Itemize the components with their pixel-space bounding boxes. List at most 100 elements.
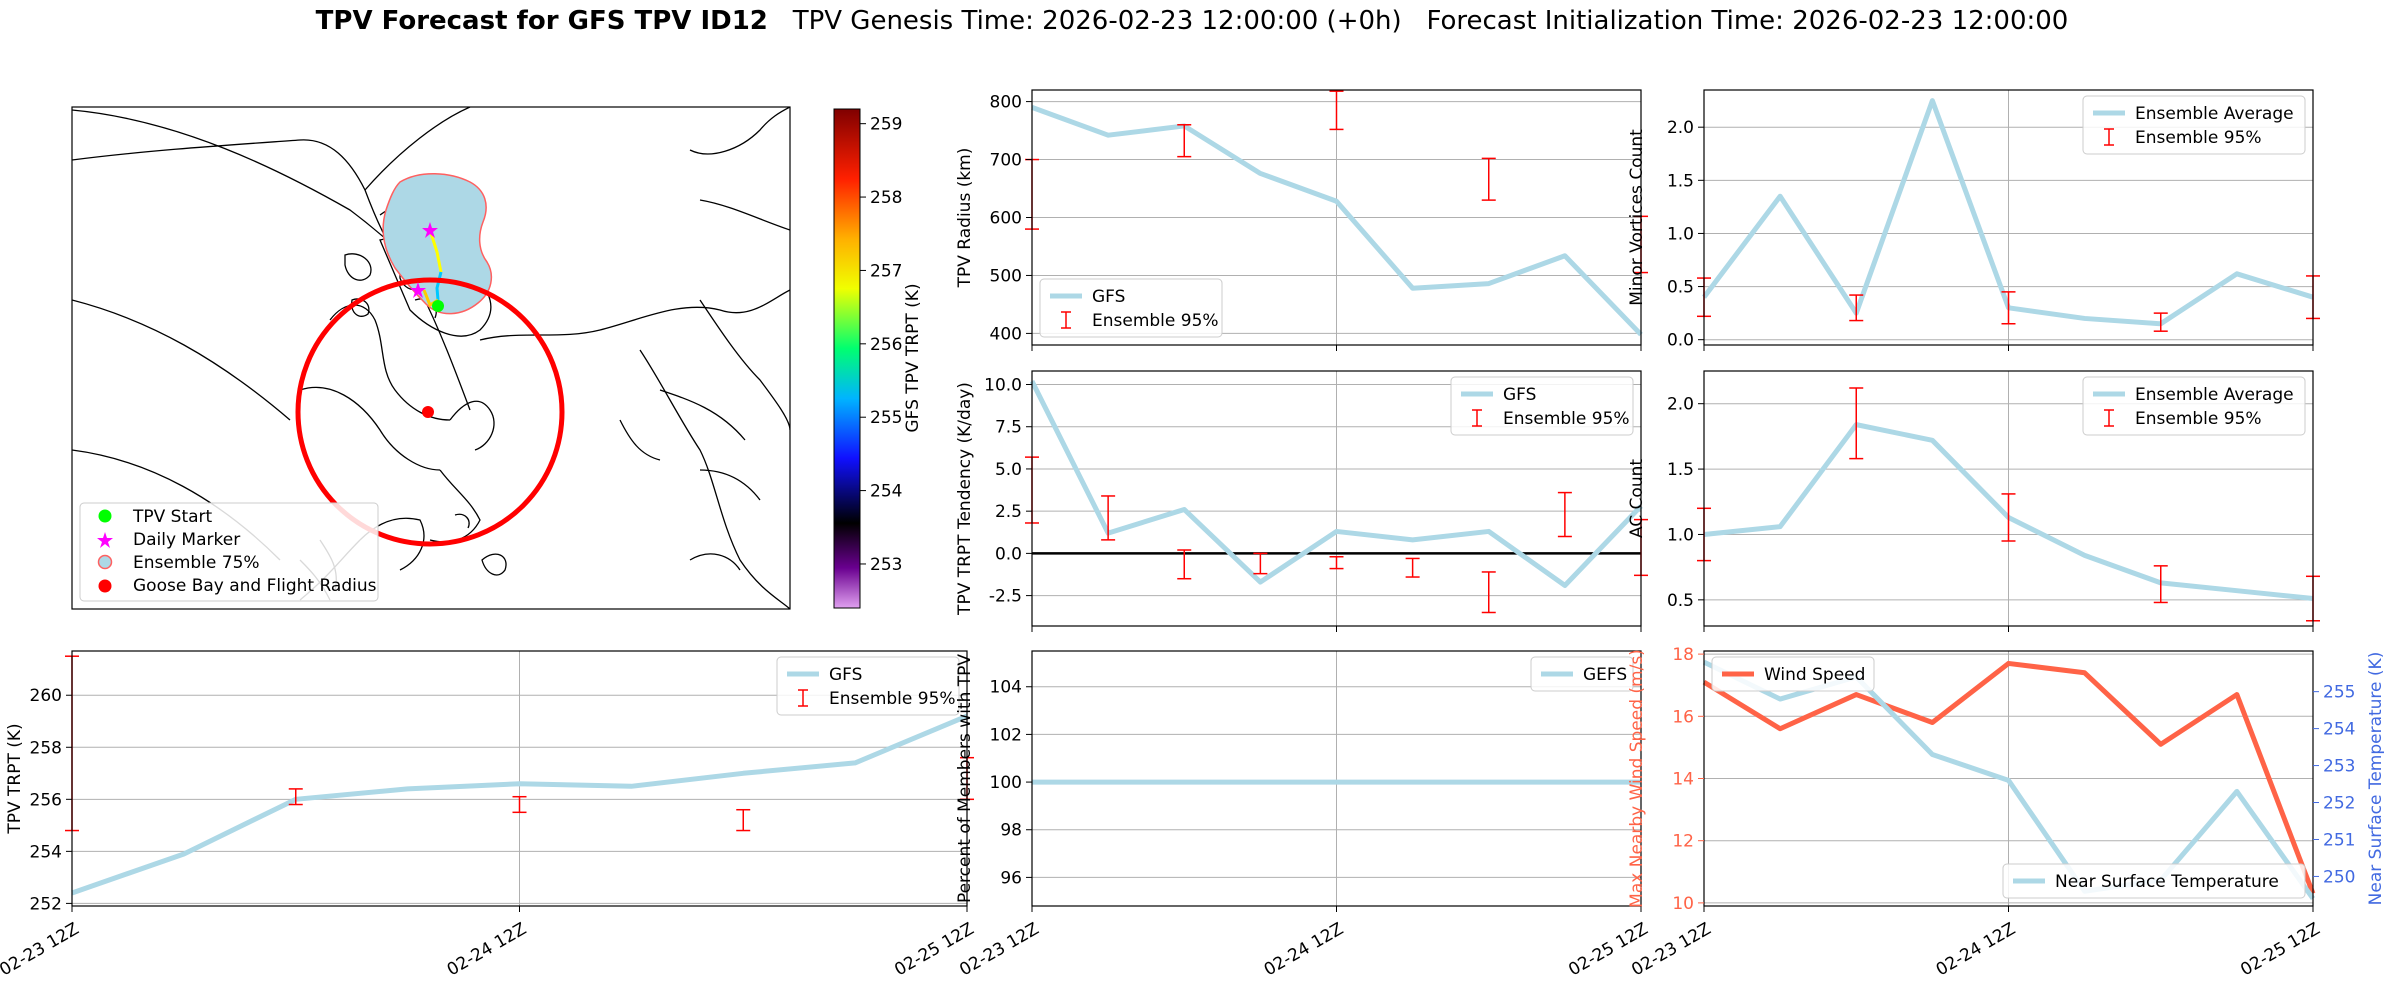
wind_temp-ytick-label: 18 [1672,645,1694,665]
wind_temp-ytick-label: 12 [1672,832,1694,852]
minor-ytick-label: 1.0 [1667,224,1694,244]
members-ylabel: Percent of Members with TPV [955,654,975,903]
trpt-ytick-label: 258 [30,738,62,758]
chart-members: 96 98 100 102 104 Percent of Members with TPV… [955,650,1652,980]
daily-marker-1 [422,222,438,238]
init-time: Forecast Initialization Time: 2026-02-23… [1426,6,2069,36]
tendency-ytick-label: 2.5 [995,502,1022,522]
minor-legend: Ensemble Average Ensemble 95% [2082,95,2306,155]
wind_temp-ytick-label: 16 [1672,707,1694,727]
tendency-legend-box [1450,376,1634,436]
wind_temp-ytick-right-label: 254 [2323,720,2355,740]
trpt-ytick-label: 260 [30,686,62,706]
tendency-errorbar [1177,549,1192,580]
members-ytick-label: 96 [1000,868,1022,888]
map-legend-label-1: TPV Start [132,507,213,527]
colorbar-tick-label: 258 [870,188,902,208]
chart-radius: 400 500 600 700 800 TPV Radius (km) GFS Ensembl… [955,89,1648,351]
members-ytick-label: 100 [990,773,1022,793]
flight-radius-circle [295,277,565,547]
legend-icon-tpv-start [98,509,112,523]
trpt-series-line-1 [71,713,968,896]
tendency-errorbar [1253,552,1268,575]
legend-icon-ensemble [97,554,113,570]
members-legend-label-1: GEFS [1583,665,1627,685]
wind_temp-wind-legend-box [1711,656,1875,692]
ac-errorbar [2153,565,2168,604]
ac-ytick-label: 2.0 [1667,395,1694,415]
minor-legend-label-1: Ensemble Average [2135,104,2294,124]
wind_temp-ytick-right-label: 253 [2323,757,2355,777]
tendency-ytick-label: 7.5 [995,418,1022,438]
tendency-ytick-label: -2.5 [989,587,1022,607]
map-legend-label-3: Ensemble 75% [133,553,260,573]
genesis-time: TPV Genesis Time: 2026-02-23 12:00:00 (+… [792,6,1402,36]
legend-icon-daily-marker [97,532,113,548]
radius-legend: GFS Ensemble 95% [1039,278,1223,338]
trpt-xtick-label: 02-23 12Z [0,919,83,980]
trpt-ytick-label: 252 [30,894,62,914]
ac-errorbar [1849,387,1864,460]
trpt-errorbar [736,808,751,832]
wind_temp-temp-legend-box [2002,863,2306,899]
radius-errorbar [1329,90,1344,131]
tendency-errorbar [1557,491,1572,538]
wind_temp-temp-legend-label-1: Near Surface Temperature [2055,872,2279,892]
wind_temp-series-line-2 [1702,659,2316,901]
ac-legend-box [2082,376,2306,436]
colorbar-label: GFS TPV TRPT (K) [903,283,923,432]
members-legend-box [1530,656,1634,692]
wind_temp-ytick-right-label: 255 [2323,683,2355,703]
tendency-ytick-label: 10.0 [984,376,1022,396]
radius-ytick-label: 400 [990,324,1022,344]
radius-legend-box [1039,278,1223,338]
map-legend-label-2: Daily Marker [133,530,240,550]
members-ytick-label: 98 [1000,821,1022,841]
daily-marker-2 [410,282,426,298]
wind_temp-ylabel: Max Nearby Wind Speed (m/s) [1627,649,1647,908]
wind_temp-ytick-right-label: 252 [2323,794,2355,814]
tendency-ytick-label: 5.0 [995,460,1022,480]
tendency-errorbar [1101,495,1116,541]
tendency-ytick-label: 0.0 [995,544,1022,564]
figure-title-bold: TPV Forecast for GFS TPV ID12 [315,6,768,36]
map-frame [71,106,791,610]
wind_temp-wind-legend-label-1: Wind Speed [1764,665,1865,685]
wind_temp-wind-legend: Wind Speed [1711,656,1875,692]
trpt-errorbar [512,795,527,814]
members-ytick-label: 102 [990,725,1022,745]
colorbar: 253 254 255 256 257 258 259 GFS TPV TRPT (K) [833,108,923,609]
radius-series-line-1 [1031,105,1643,337]
goose-bay-point [422,406,434,418]
minor-legend-label-2: Ensemble 95% [2135,128,2262,148]
minor-ytick-label: 0.0 [1667,331,1694,351]
members-ytick-label: 104 [990,678,1022,698]
colorbar-bar [833,108,861,609]
colorbar-tick-label: 257 [870,261,902,281]
ac-legend: Ensemble Average Ensemble 95% [2082,376,2306,436]
trpt-ytick-label: 254 [30,842,62,862]
ac-ylabel: AC Count [1627,459,1647,538]
trpt-legend-label-2: Ensemble 95% [829,689,956,709]
radius-ytick-label: 600 [990,209,1022,229]
tendency-ylabel: TPV TRPT Tendency (K/day) [955,382,975,616]
map-legend-label-4: Goose Bay and Flight Radius [133,576,377,596]
members-xtick-label: 02-24 12Z [1261,919,1347,980]
trpt-errorbar [288,788,303,806]
legend-icon-goose-bay [98,579,112,593]
chart-wind_temp: 10 12 14 16 18 250 251 252 253 254 255 Near Surface… [1627,645,2384,980]
radius-errorbar [1177,124,1192,158]
ac-ytick-label: 1.0 [1667,525,1694,545]
tendency-errorbar [1405,557,1420,578]
tendency-errorbar [1329,556,1344,570]
colorbar-tick-label: 254 [870,482,902,502]
trpt-ylabel: TPV TRPT (K) [5,723,25,834]
tendency-legend: GFS Ensemble 95% [1450,376,1634,436]
radius-errorbar [1481,157,1496,201]
trpt-legend: GFS Ensemble 95% [776,656,960,716]
minor-legend-box [2082,95,2306,155]
tendency-legend-label-1: GFS [1503,385,1536,405]
trpt-xtick-label: 02-24 12Z [444,919,530,980]
